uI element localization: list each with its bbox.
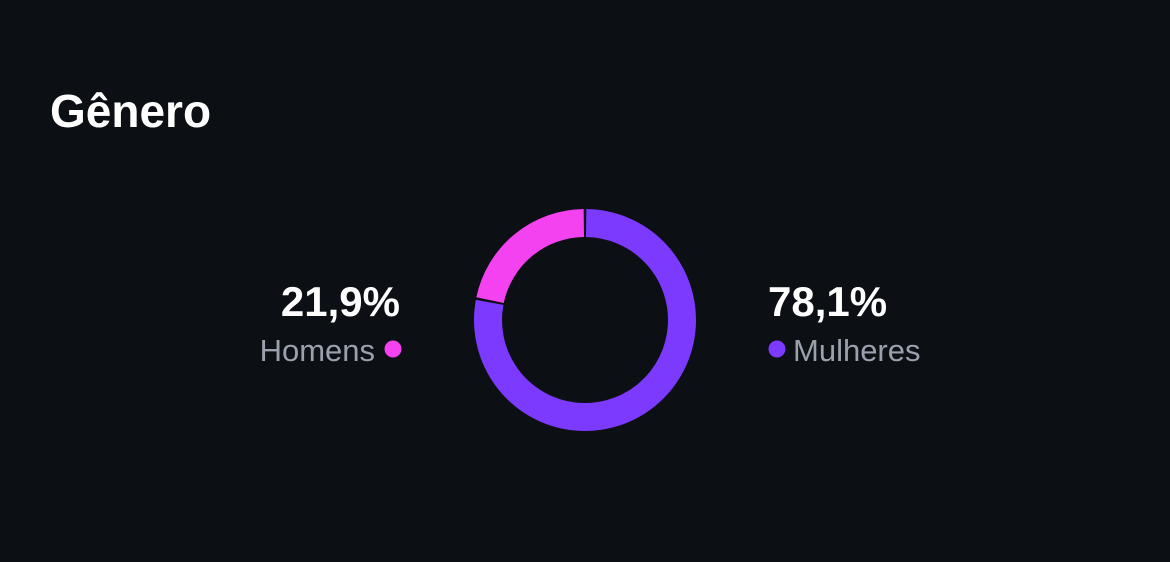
legend-label: Mulheres: [793, 333, 921, 368]
value-label: 78,1%: [768, 278, 887, 325]
donut-segment: [474, 209, 696, 431]
value-label: 21,9%: [281, 278, 400, 325]
donut-segment: [476, 209, 585, 304]
legend-label: Homens: [260, 333, 375, 368]
chart-title: Gênero: [50, 85, 211, 137]
legend-dot: [768, 340, 786, 358]
legend-dot: [384, 340, 402, 358]
